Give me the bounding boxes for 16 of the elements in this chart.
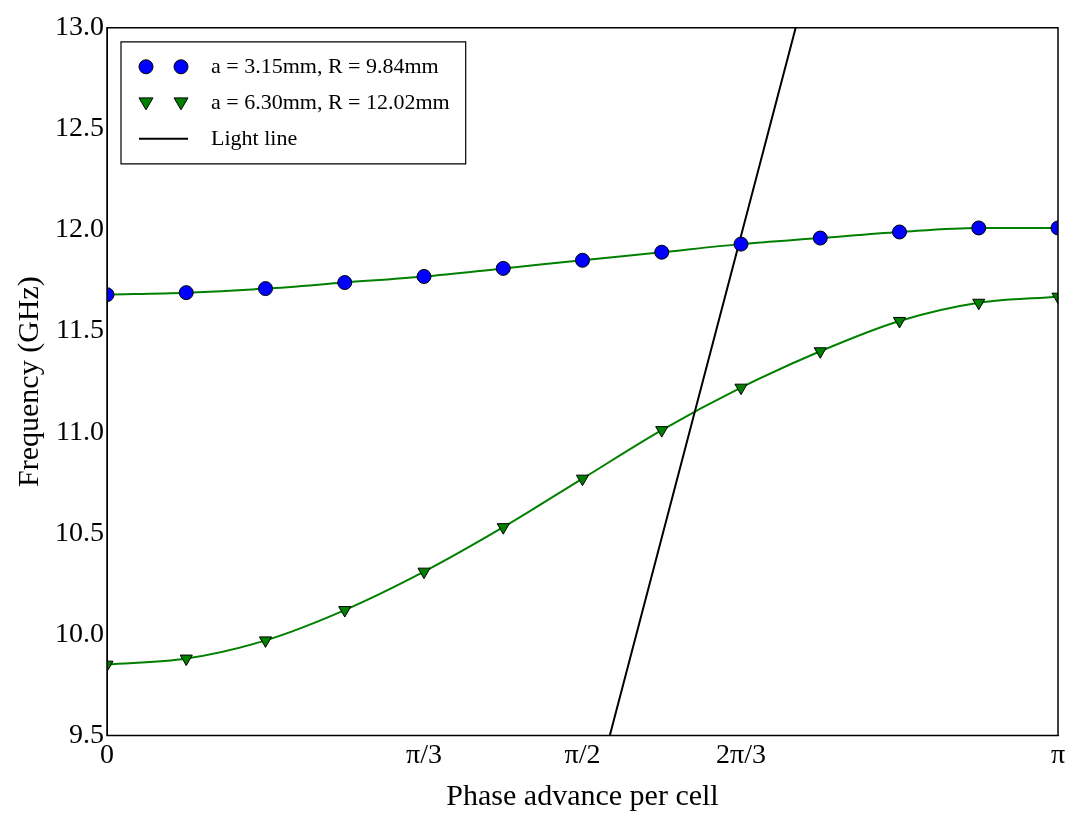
y-tick-label: 13.0 bbox=[55, 10, 104, 42]
legend-label: Light line bbox=[211, 124, 298, 150]
y-tick-label: 10.5 bbox=[55, 515, 104, 547]
x-tick-label: π bbox=[1050, 737, 1066, 769]
y-tick-label: 12.0 bbox=[55, 212, 104, 244]
x-tick-label: π/2 bbox=[564, 737, 601, 769]
y-tick-label: 12.5 bbox=[55, 111, 104, 143]
legend-label: a = 6.30mm, R = 12.02mm bbox=[211, 88, 450, 114]
y-axis-title: Frequency (GHz) bbox=[10, 276, 45, 487]
y-tick-label: 11.5 bbox=[56, 313, 104, 345]
y-tick-label: 11.0 bbox=[56, 414, 104, 446]
x-tick-label: 2π/3 bbox=[716, 737, 766, 769]
y-tick-label: 10.0 bbox=[55, 616, 104, 648]
legend-label: a = 3.15mm, R = 9.84mm bbox=[211, 52, 439, 78]
x-axis-title: Phase advance per cell bbox=[446, 777, 719, 811]
x-tick-label: π/3 bbox=[406, 737, 442, 769]
